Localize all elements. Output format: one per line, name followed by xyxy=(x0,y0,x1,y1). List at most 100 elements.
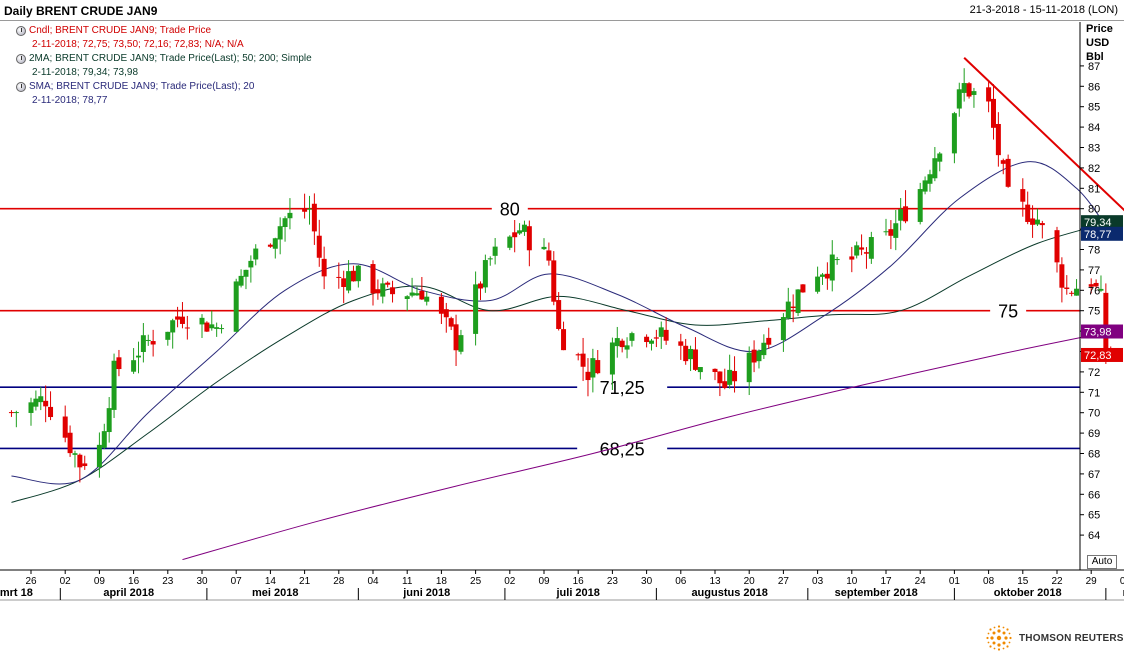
x-tick-label: 11 xyxy=(402,576,413,587)
candle-body xyxy=(614,338,620,347)
brand-name: THOMSON REUTERS xyxy=(1019,632,1124,644)
x-tick-label: 24 xyxy=(915,576,927,587)
candle-body xyxy=(385,282,391,285)
x-tick-label: 06 xyxy=(675,576,687,587)
candle-body xyxy=(492,246,498,256)
study-info-icon[interactable] xyxy=(16,54,26,64)
candle-body xyxy=(561,329,567,351)
level-label: 80 xyxy=(500,200,520,220)
y-tick-label: 65 xyxy=(1088,510,1100,522)
x-tick-label: 22 xyxy=(1051,576,1063,587)
candle-body xyxy=(932,158,938,179)
date-range: 21-3-2018 - 15-11-2018 (LON) xyxy=(969,4,1118,16)
candle-body xyxy=(580,353,586,367)
candle-body xyxy=(233,281,239,332)
candle-body xyxy=(648,340,654,344)
candle-body xyxy=(311,203,317,232)
candle-body xyxy=(961,83,967,93)
x-tick-label: 25 xyxy=(470,576,482,587)
last-value-tag xyxy=(1081,347,1123,362)
candle-body xyxy=(1020,189,1026,202)
candle-body xyxy=(507,236,513,248)
candle-body xyxy=(248,260,254,268)
x-tick-label: 27 xyxy=(778,576,790,587)
candle-body xyxy=(38,396,44,403)
candle-body xyxy=(990,98,996,128)
candle-body xyxy=(1005,158,1011,187)
candle-body xyxy=(346,271,352,291)
candle-body xyxy=(111,360,117,410)
legend-cndl-label: Cndl; BRENT CRUDE JAN9; Trade Price xyxy=(29,25,212,36)
candle-body xyxy=(72,453,78,455)
candle-body xyxy=(697,367,703,373)
price-axis: 6465666768697071727374757677787980818283… xyxy=(1079,22,1100,570)
ma-line xyxy=(182,331,1111,561)
y-tick-label: 70 xyxy=(1088,408,1100,420)
candle-body xyxy=(1069,292,1075,294)
x-tick-label: 29 xyxy=(1086,576,1098,587)
x-tick-label: 02 xyxy=(60,576,72,587)
candle-body xyxy=(82,463,88,467)
candle-body xyxy=(854,245,860,256)
candle-body xyxy=(829,254,835,281)
y-tick-label: 77 xyxy=(1088,265,1100,277)
candle-body xyxy=(101,431,107,448)
candle-body xyxy=(795,289,801,314)
candle-body xyxy=(140,335,146,352)
legend-cndl[interactable]: Cndl; BRENT CRUDE JAN9; Trade Price xyxy=(16,24,312,38)
candle-body xyxy=(546,250,552,261)
candle-body xyxy=(756,350,762,362)
candle-body xyxy=(184,327,190,329)
candle-body xyxy=(1034,219,1040,225)
candle-body xyxy=(321,258,327,277)
candle-body xyxy=(512,232,518,238)
y-tick-label: 68 xyxy=(1088,449,1100,461)
candle-body xyxy=(477,283,483,289)
last-value-tag-label: 79,34 xyxy=(1084,217,1112,229)
candle-body xyxy=(370,264,376,294)
candle-body xyxy=(1000,160,1006,164)
legend-sma-values: 2-11-2018; 78,77 xyxy=(32,95,108,106)
candle-body xyxy=(199,317,205,325)
legend-2ma-label: 2MA; BRENT CRUDE JAN9; Trade Price(Last)… xyxy=(29,53,312,64)
candle-body xyxy=(663,329,669,341)
candle-body xyxy=(927,174,933,184)
candle-body xyxy=(629,333,635,341)
candle-body xyxy=(1098,288,1104,291)
legend-2ma[interactable]: 2MA; BRENT CRUDE JAN9; Trade Price(Last)… xyxy=(16,52,312,66)
candle-body xyxy=(1074,288,1080,296)
trendline-layer xyxy=(963,57,1124,212)
legend-sma-label: SMA; BRENT CRUDE JAN9; Trade Price(Last)… xyxy=(29,81,255,92)
auto-scale-button[interactable]: Auto xyxy=(1087,555,1117,569)
candle-body xyxy=(541,246,547,250)
x-tick-label: 16 xyxy=(573,576,585,587)
last-value-tag-label: 73,98 xyxy=(1084,327,1112,339)
price-unit-line: USD xyxy=(1086,37,1110,49)
candle-body xyxy=(8,412,14,414)
legend-cndl-values: 2-11-2018; 72,75; 73,50; 72,16; 72,83; N… xyxy=(32,39,244,50)
candle-body xyxy=(595,360,601,374)
candlesticks xyxy=(8,68,1114,483)
x-tick-label: 15 xyxy=(1017,576,1029,587)
price-unit-line: Price xyxy=(1086,23,1113,35)
y-tick-label: 64 xyxy=(1088,530,1100,542)
candle-body xyxy=(888,229,894,236)
candle-body xyxy=(424,296,430,302)
study-info-icon[interactable] xyxy=(16,82,26,92)
candle-body xyxy=(380,283,386,297)
candle-body xyxy=(28,402,34,413)
x-tick-label: 30 xyxy=(196,576,208,587)
candle-body xyxy=(287,212,293,219)
study-info-icon[interactable] xyxy=(16,26,26,36)
y-tick-label: 69 xyxy=(1088,428,1100,440)
candle-body xyxy=(722,381,728,388)
candle-body xyxy=(355,265,361,282)
candle-body xyxy=(282,218,288,228)
last-value-tag xyxy=(1081,215,1123,230)
legend-sma[interactable]: SMA; BRENT CRUDE JAN9; Trade Price(Last)… xyxy=(16,80,312,94)
candle-body xyxy=(302,208,308,212)
candle-body xyxy=(688,348,694,360)
candle-body xyxy=(453,324,459,351)
last-value-tag-label: 72,83 xyxy=(1084,350,1112,362)
